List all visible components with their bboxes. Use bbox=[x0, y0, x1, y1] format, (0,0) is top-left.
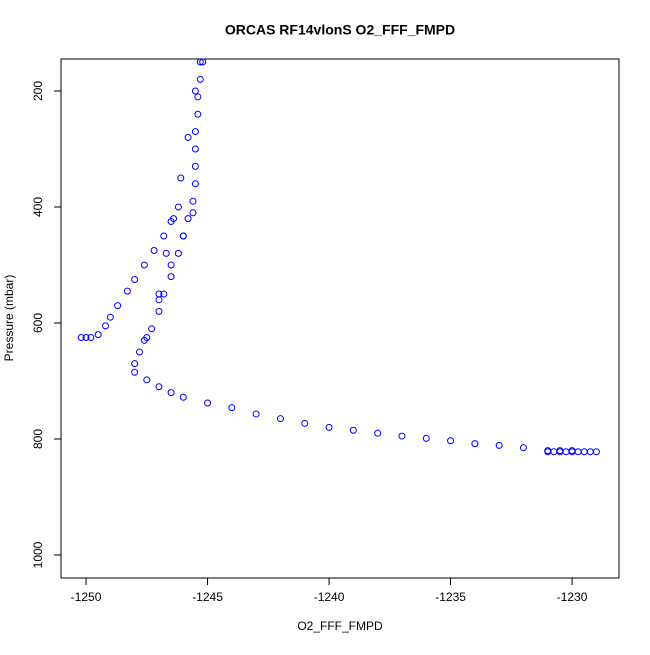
point bbox=[199, 58, 207, 66]
point bbox=[204, 399, 212, 407]
point bbox=[519, 444, 527, 452]
chart-title: ORCAS RF14vlonS O2_FFF_FMPD bbox=[225, 22, 455, 38]
point bbox=[177, 174, 185, 182]
point bbox=[155, 383, 163, 391]
point bbox=[556, 447, 564, 455]
point bbox=[592, 448, 600, 456]
point bbox=[143, 333, 151, 341]
point bbox=[101, 322, 109, 330]
point bbox=[94, 331, 102, 339]
x-tick-label: -1240 bbox=[314, 590, 345, 604]
point bbox=[131, 368, 139, 376]
point bbox=[495, 441, 503, 449]
point bbox=[447, 437, 455, 445]
point bbox=[106, 313, 114, 321]
point bbox=[179, 393, 187, 401]
point bbox=[191, 87, 199, 95]
point bbox=[82, 333, 90, 341]
y-tick-label: 200 bbox=[31, 81, 45, 101]
point bbox=[568, 447, 576, 455]
point bbox=[194, 110, 202, 118]
point bbox=[150, 247, 158, 255]
point bbox=[374, 429, 382, 437]
point bbox=[189, 197, 197, 205]
point bbox=[228, 404, 236, 412]
point bbox=[276, 415, 284, 423]
point bbox=[114, 302, 122, 310]
point bbox=[189, 209, 197, 217]
point bbox=[301, 419, 309, 427]
point bbox=[87, 333, 95, 341]
point bbox=[77, 333, 85, 341]
point bbox=[174, 249, 182, 257]
point bbox=[155, 290, 163, 298]
point bbox=[325, 423, 333, 431]
point bbox=[160, 232, 168, 240]
point bbox=[167, 389, 175, 397]
point bbox=[174, 203, 182, 211]
point bbox=[140, 261, 148, 269]
point bbox=[349, 426, 357, 434]
point bbox=[135, 348, 143, 356]
point bbox=[131, 360, 139, 368]
point bbox=[131, 275, 139, 283]
point bbox=[471, 440, 479, 448]
point bbox=[179, 232, 187, 240]
point bbox=[167, 261, 175, 269]
y-axis-label: Pressure (mbar) bbox=[2, 275, 16, 362]
point bbox=[544, 447, 552, 455]
point bbox=[191, 145, 199, 153]
point bbox=[422, 434, 430, 442]
point bbox=[167, 218, 175, 226]
y-tick-label: 600 bbox=[31, 313, 45, 333]
point bbox=[191, 180, 199, 188]
point bbox=[191, 128, 199, 136]
point bbox=[194, 93, 202, 101]
x-axis-label: O2_FFF_FMPD bbox=[297, 619, 383, 633]
point bbox=[184, 215, 192, 223]
point bbox=[184, 133, 192, 141]
x-tick-label: -1250 bbox=[71, 590, 102, 604]
point bbox=[191, 162, 199, 170]
point bbox=[196, 58, 204, 66]
point bbox=[160, 290, 168, 298]
point bbox=[148, 325, 156, 333]
y-tick-label: 400 bbox=[31, 197, 45, 217]
point bbox=[162, 249, 170, 257]
point bbox=[155, 307, 163, 315]
x-tick-label: -1245 bbox=[192, 590, 223, 604]
y-tick-label: 1000 bbox=[31, 541, 45, 568]
point bbox=[196, 75, 204, 83]
point bbox=[123, 287, 131, 295]
y-tick-label: 800 bbox=[31, 429, 45, 449]
x-tick-label: -1235 bbox=[435, 590, 466, 604]
x-tick-label: -1230 bbox=[557, 590, 588, 604]
point bbox=[143, 376, 151, 384]
point bbox=[398, 432, 406, 440]
point bbox=[167, 273, 175, 281]
point bbox=[252, 410, 260, 418]
